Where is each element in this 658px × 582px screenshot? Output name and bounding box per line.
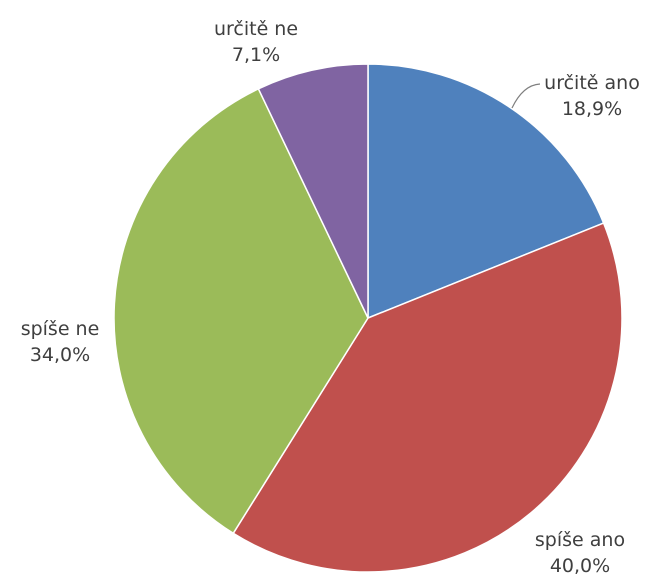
slice-label-urcite-ano-name: určitě ano	[544, 72, 640, 94]
slice-label-urcite-ne: určitě ne 7,1%	[196, 16, 316, 68]
slice-label-urcite-ne-name: určitě ne	[213, 18, 299, 40]
pie-slice-spise-ne	[113, 88, 369, 535]
slice-label-urcite-ne-value: 7,1%	[231, 44, 281, 66]
slice-label-spise-ano-value: 40,0%	[549, 555, 611, 577]
pie-slice-urcite-ne	[257, 63, 369, 319]
slice-label-spise-ano-name: spíše ano	[534, 529, 626, 551]
slice-label-spise-ne-value: 34,0%	[29, 344, 91, 366]
slice-label-urcite-ano-value: 18,9%	[561, 98, 623, 120]
leader-line-urcite-ano	[511, 83, 541, 109]
pie-slice-spise-ano	[232, 222, 623, 573]
pie-slices	[113, 63, 623, 573]
slice-label-spise-ano: spíše ano 40,0%	[520, 527, 640, 579]
slice-label-urcite-ano: určitě ano 18,9%	[532, 70, 652, 122]
pie-slice-urcite-ano	[367, 63, 605, 319]
slice-label-spise-ne: spíše ne 34,0%	[0, 316, 120, 368]
slice-label-spise-ne-name: spíše ne	[20, 318, 100, 340]
